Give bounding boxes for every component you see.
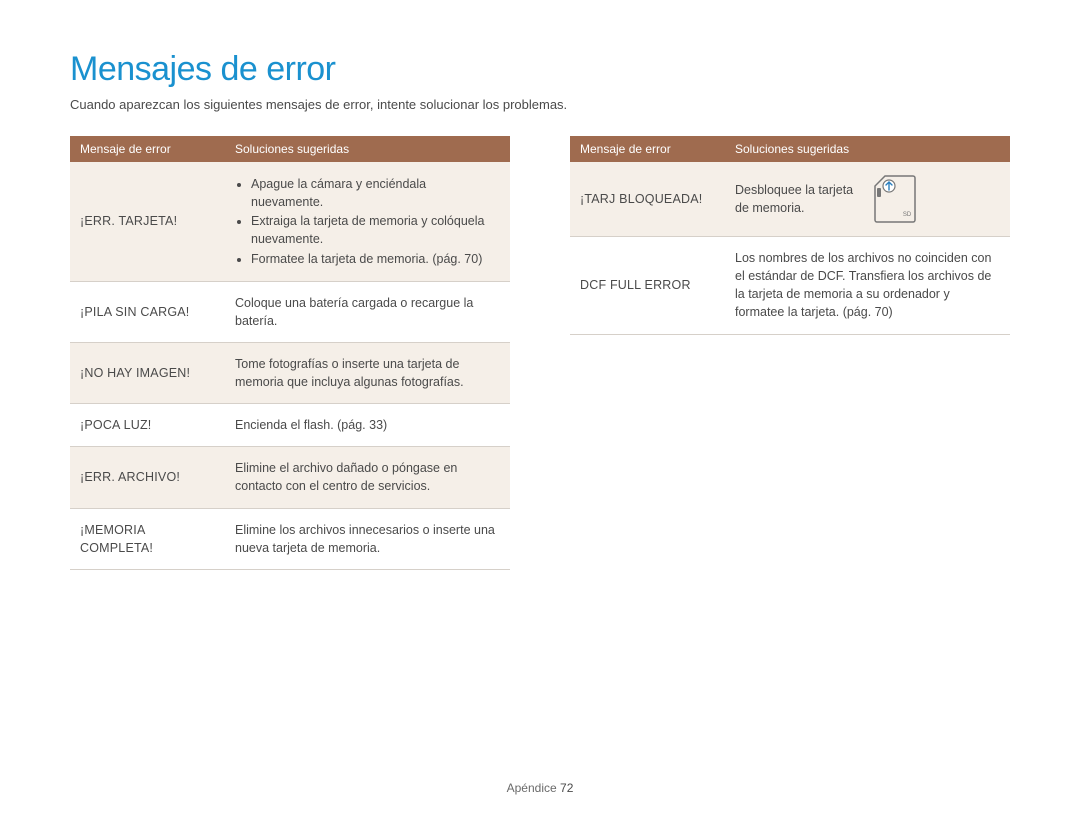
content-columns: Mensaje de error Soluciones sugeridas ¡E… (70, 136, 1010, 570)
table-header-solution: Soluciones sugeridas (725, 136, 1010, 162)
solution-item: Extraiga la tarjeta de memoria y colóque… (251, 212, 500, 248)
error-code: ¡POCA LUZ! (70, 404, 225, 447)
error-solution: Desbloquee la tarjeta de memoria. SD (725, 162, 1010, 237)
table-row: ¡NO HAY IMAGEN! Tome fotografías o inser… (70, 342, 510, 403)
footer-page-number: 72 (560, 781, 573, 795)
solution-item: Apague la cámara y enciéndala nuevamente… (251, 175, 500, 211)
error-code: ¡ERR. ARCHIVO! (70, 447, 225, 508)
table-header-error: Mensaje de error (570, 136, 725, 162)
error-table-right: Mensaje de error Soluciones sugeridas ¡T… (570, 136, 1010, 335)
sd-card-icon: SD (873, 174, 1001, 224)
error-table-left: Mensaje de error Soluciones sugeridas ¡E… (70, 136, 510, 570)
footer-section: Apéndice (507, 781, 557, 795)
error-solution: Elimine los archivos innecesarios o inse… (225, 508, 510, 569)
solution-item: Formatee la tarjeta de memoria. (pág. 70… (251, 250, 500, 268)
table-row: ¡POCA LUZ! Encienda el flash. (pág. 33) (70, 404, 510, 447)
page-title: Mensajes de error (70, 50, 1010, 89)
table-row: ¡ERR. ARCHIVO! Elimine el archivo dañado… (70, 447, 510, 508)
sd-label: SD (902, 212, 911, 218)
error-solution: Coloque una batería cargada o recargue l… (225, 281, 510, 342)
error-code: DCF FULL ERROR (570, 237, 725, 335)
error-solution: Tome fotografías o inserte una tarjeta d… (225, 342, 510, 403)
error-solution: Los nombres de los archivos no coinciden… (725, 237, 1010, 335)
error-code: ¡ERR. TARJETA! (70, 162, 225, 281)
error-solution: Elimine el archivo dañado o póngase en c… (225, 447, 510, 508)
error-solution: Encienda el flash. (pág. 33) (225, 404, 510, 447)
page: Mensajes de error Cuando aparezcan los s… (0, 0, 1080, 815)
page-footer: Apéndice 72 (0, 781, 1080, 795)
error-solution: Apague la cámara y enciéndala nuevamente… (225, 162, 510, 281)
right-column: Mensaje de error Soluciones sugeridas ¡T… (570, 136, 1010, 570)
table-row: ¡MEMORIA COMPLETA! Elimine los archivos … (70, 508, 510, 569)
table-row: ¡ERR. TARJETA! Apague la cámara y encién… (70, 162, 510, 281)
left-column: Mensaje de error Soluciones sugeridas ¡E… (70, 136, 510, 570)
error-code: ¡PILA SIN CARGA! (70, 281, 225, 342)
error-code: ¡TARJ BLOQUEADA! (570, 162, 725, 237)
table-row: DCF FULL ERROR Los nombres de los archiv… (570, 237, 1010, 335)
solution-text: Desbloquee la tarjeta de memoria. (735, 181, 863, 217)
table-row: ¡TARJ BLOQUEADA! Desbloquee la tarjeta d… (570, 162, 1010, 237)
table-header-solution: Soluciones sugeridas (225, 136, 510, 162)
table-header-error: Mensaje de error (70, 136, 225, 162)
table-row: ¡PILA SIN CARGA! Coloque una batería car… (70, 281, 510, 342)
intro-text: Cuando aparezcan los siguientes mensajes… (70, 97, 1010, 112)
error-code: ¡MEMORIA COMPLETA! (70, 508, 225, 569)
error-code: ¡NO HAY IMAGEN! (70, 342, 225, 403)
solution-list: Apague la cámara y enciéndala nuevamente… (235, 175, 500, 268)
